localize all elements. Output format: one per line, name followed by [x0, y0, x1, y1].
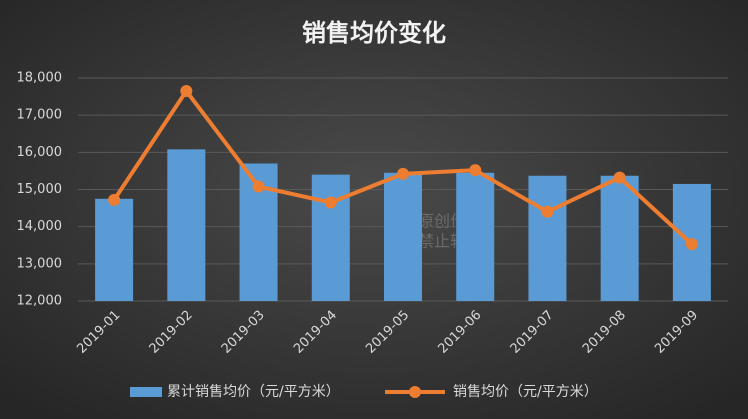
legend-swatch	[409, 386, 421, 398]
marker	[613, 171, 626, 184]
bar	[384, 172, 422, 301]
marker	[397, 167, 409, 180]
marker	[541, 205, 554, 218]
y-tick-label: 17,000	[17, 108, 63, 123]
marker	[324, 196, 337, 209]
legend-label: 销售均价（元/平方米）	[453, 384, 598, 400]
legend-swatch	[130, 387, 162, 397]
marker	[180, 85, 193, 98]
y-tick-label: 15,000	[17, 182, 63, 197]
bar	[528, 175, 567, 301]
marker	[469, 164, 482, 177]
bar	[456, 172, 495, 301]
chart-title: 销售均价变化	[302, 19, 446, 47]
bar	[311, 174, 350, 301]
marker	[685, 238, 698, 251]
y-tick-label: 12,000	[17, 294, 63, 309]
y-tick-label: 16,000	[17, 145, 63, 160]
bar	[95, 198, 134, 301]
bar	[600, 175, 639, 301]
marker	[252, 180, 265, 193]
legend-label: 累计销售均价（元/平方米）	[167, 384, 340, 400]
y-tick-label: 13,000	[17, 256, 63, 271]
marker	[108, 193, 121, 206]
y-tick-label: 14,000	[17, 219, 63, 234]
bar	[167, 149, 206, 301]
y-tick-label: 18,000	[17, 71, 63, 86]
